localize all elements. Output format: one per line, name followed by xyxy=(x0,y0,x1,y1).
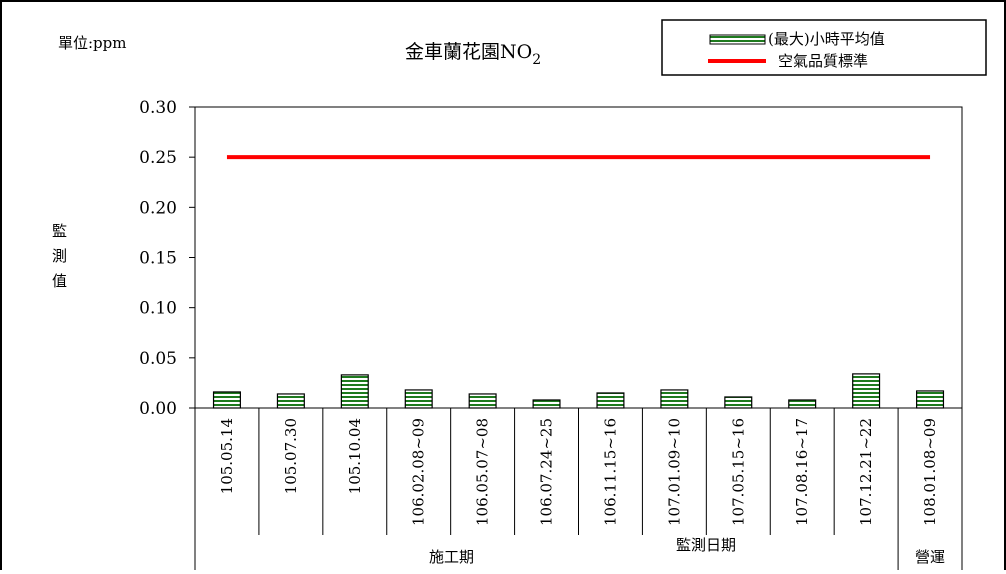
y-axis-title-char: 測 xyxy=(52,247,67,265)
y-axis-title-char: 監 xyxy=(52,222,67,240)
x-tick-label: 106.02.08~09 xyxy=(410,418,428,526)
y-tick-label: 0.05 xyxy=(139,349,177,369)
x-tick-label: 108.01.08~09 xyxy=(921,418,939,526)
bar xyxy=(212,391,241,409)
chart-title: 金車蘭花園NO2 xyxy=(405,41,541,68)
y-tick-label: 0.20 xyxy=(139,198,177,218)
bar xyxy=(596,392,625,409)
x-tick-label: 107.12.21~22 xyxy=(857,418,875,526)
bar xyxy=(404,389,433,409)
x-tick-label: 105.05.14 xyxy=(218,418,236,494)
y-axis-title-char: 值 xyxy=(52,272,67,290)
legend: (最大)小時平均值 空氣品質標準 xyxy=(661,19,987,76)
phase-groups: 施工期 營運 xyxy=(429,535,945,572)
x-tick-label: 105.07.30 xyxy=(282,418,300,494)
x-tick-label: 105.10.04 xyxy=(346,418,364,494)
plot-area xyxy=(194,106,963,409)
y-tick-label: 0.30 xyxy=(139,98,177,118)
bar xyxy=(660,389,689,409)
legend-box xyxy=(661,19,987,76)
y-tick-label: 0.00 xyxy=(139,399,177,419)
x-tick-label: 106.05.07~08 xyxy=(474,418,492,526)
x-tick-label: 107.08.16~17 xyxy=(793,418,811,526)
phase-label: 營運 xyxy=(915,548,945,566)
bars xyxy=(212,373,945,409)
bar xyxy=(276,393,305,409)
y-axis-title: 監測值 xyxy=(52,222,67,290)
legend-line-label: 空氣品質標準 xyxy=(778,52,868,70)
legend-bar-label: (最大)小時平均值 xyxy=(768,30,885,48)
unit-label: 單位:ppm xyxy=(58,34,126,52)
bar xyxy=(340,374,369,409)
bar xyxy=(788,399,817,409)
bar xyxy=(724,396,753,409)
x-axis-categories: 105.05.14 105.07.30 105.10.04 106.02.08~09 1… xyxy=(194,408,963,572)
phase-label: 施工期 xyxy=(429,548,474,566)
x-tick-label: 107.01.09~10 xyxy=(665,418,683,526)
x-tick-label: 107.05.15~16 xyxy=(729,418,747,526)
bar xyxy=(916,390,945,409)
x-tick-label: 106.07.24~25 xyxy=(538,418,556,526)
bar xyxy=(468,393,497,409)
bar xyxy=(852,373,881,409)
y-tick-label: 0.15 xyxy=(139,249,177,269)
x-tick-label: 106.11.15~16 xyxy=(601,418,619,526)
bar xyxy=(532,399,561,409)
y-axis-ticks: 0.00 0.05 0.10 0.15 0.20 0.25 0.30 xyxy=(139,98,195,419)
y-tick-label: 0.10 xyxy=(139,299,177,319)
legend-bar-swatch xyxy=(709,34,766,45)
y-tick-label: 0.25 xyxy=(139,148,177,168)
x-axis-title: 監測日期 xyxy=(676,536,736,554)
